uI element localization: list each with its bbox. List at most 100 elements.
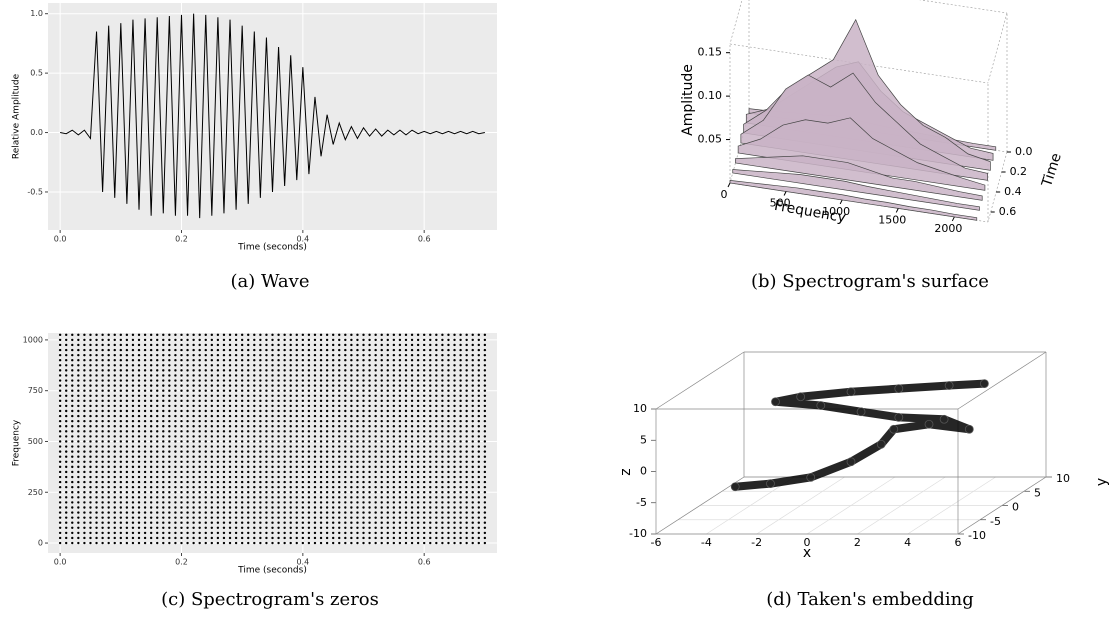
- zero-point: [222, 496, 226, 499]
- zero-point: [259, 526, 262, 530]
- zero-point: [131, 526, 135, 530]
- zero-point: [149, 506, 153, 509]
- zero-point: [453, 531, 456, 535]
- zero-point: [234, 496, 238, 499]
- zero-point: [295, 338, 298, 342]
- zero-point: [77, 501, 80, 504]
- y-axis-title: Time: [1039, 151, 1065, 189]
- zero-point: [83, 384, 86, 387]
- zero-point: [362, 435, 365, 438]
- zero-point: [362, 379, 365, 382]
- zero-point: [253, 338, 256, 342]
- zero-point: [77, 409, 80, 413]
- zero-point: [186, 430, 189, 433]
- zero-point: [265, 404, 268, 408]
- zero-point: [416, 506, 420, 509]
- zero-point: [392, 343, 396, 347]
- zero-point: [277, 536, 280, 540]
- zero-point: [240, 364, 244, 367]
- zero-point: [350, 409, 353, 413]
- zero-point: [350, 384, 353, 387]
- zero-point: [228, 338, 232, 342]
- zero-point: [253, 359, 256, 362]
- zero-point: [289, 348, 292, 352]
- zero-point: [362, 430, 365, 433]
- zero-point: [386, 491, 389, 494]
- zero-point: [113, 348, 116, 352]
- zero-point: [234, 516, 238, 519]
- zero-point: [89, 374, 92, 377]
- zero-point: [362, 343, 365, 347]
- zero-point: [198, 394, 201, 397]
- zero-point: [368, 475, 371, 479]
- zero-point: [350, 536, 353, 540]
- zero-point: [186, 399, 189, 403]
- zero-point: [416, 338, 420, 342]
- zero-point: [125, 541, 129, 545]
- zero-point: [356, 394, 359, 397]
- zero-point: [174, 501, 177, 504]
- zero-point: [471, 496, 474, 499]
- zero-point: [465, 374, 468, 377]
- zero-point: [404, 379, 408, 382]
- zero-point: [180, 450, 183, 453]
- zero-point: [65, 506, 68, 509]
- zero-point: [228, 369, 232, 372]
- zero-point: [380, 526, 383, 530]
- zero-point: [429, 333, 432, 337]
- zero-point: [435, 384, 438, 387]
- zero-point: [368, 485, 371, 489]
- zero-point: [301, 496, 305, 499]
- zero-point: [253, 348, 256, 352]
- zero-point: [380, 465, 383, 469]
- zero-point: [283, 531, 286, 535]
- zero-point: [325, 404, 329, 408]
- zero-point: [58, 526, 62, 530]
- zero-point: [107, 531, 110, 535]
- zero-point: [338, 348, 341, 352]
- zero-point: [198, 409, 201, 413]
- zero-point: [313, 374, 317, 377]
- zero-point: [386, 496, 389, 499]
- zero-point: [453, 536, 456, 540]
- zero-point: [168, 501, 171, 504]
- zero-point: [307, 516, 311, 519]
- zero-point: [216, 399, 220, 403]
- zero-point: [429, 470, 432, 474]
- zero-point: [137, 419, 141, 423]
- zero-point: [447, 511, 450, 514]
- embedding-point: [766, 479, 775, 489]
- zero-point: [216, 384, 220, 387]
- zero-point: [204, 470, 207, 474]
- zero-point: [253, 531, 256, 535]
- zero-point: [368, 521, 371, 524]
- zero-point: [228, 409, 232, 413]
- zero-point: [325, 409, 329, 413]
- zero-point: [374, 348, 377, 352]
- zero-point: [289, 435, 292, 438]
- zero-point: [65, 536, 68, 540]
- zero-point: [222, 501, 226, 504]
- zero-point: [210, 440, 214, 443]
- zero-point: [77, 445, 80, 448]
- zero-point: [277, 480, 280, 484]
- zero-point: [313, 445, 317, 448]
- zero-point: [143, 480, 147, 484]
- zero-point: [131, 353, 135, 357]
- zero-point: [356, 384, 359, 387]
- zero-point: [168, 379, 171, 382]
- zero-point: [247, 541, 250, 545]
- zero-point: [228, 531, 232, 535]
- zero-point: [465, 353, 468, 357]
- zero-point: [356, 369, 359, 372]
- zero-point: [198, 440, 201, 443]
- zero-point: [58, 374, 62, 377]
- zero-point: [216, 338, 220, 342]
- zero-point: [313, 480, 317, 484]
- zero-point: [313, 440, 317, 443]
- zero-point: [162, 526, 165, 530]
- zero-point: [216, 394, 220, 397]
- zero-point: [65, 521, 68, 524]
- zero-point: [240, 338, 244, 342]
- zero-point: [368, 343, 371, 347]
